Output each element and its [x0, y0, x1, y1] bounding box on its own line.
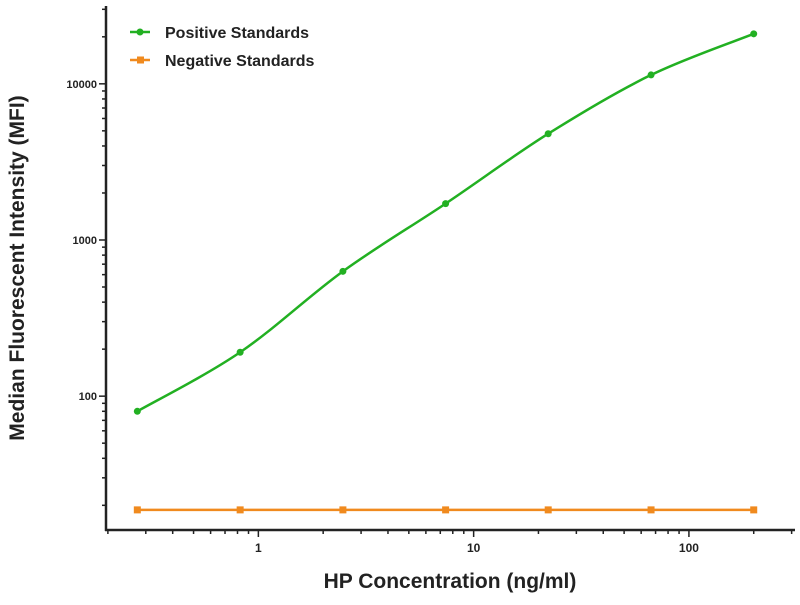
y-tick-label: 1000: [73, 235, 97, 247]
positive-standards-point: [442, 200, 450, 208]
positive-standards-point: [750, 30, 758, 38]
negative-standards-point: [339, 506, 347, 514]
legend-marker: [137, 56, 144, 64]
x-tick-label: 1: [255, 541, 262, 555]
y-axis-label: Median Fluorescent Intensity (MFI): [6, 95, 29, 440]
positive-standards-line: [136, 32, 755, 413]
y-tick-label: 100: [79, 391, 97, 403]
x-tick-label: 10: [467, 541, 481, 555]
x-tick-label: 100: [679, 541, 699, 555]
negative-standards-point: [442, 506, 450, 514]
legend-label: Positive Standards: [165, 25, 309, 42]
positive-standards-point: [236, 348, 244, 356]
positive-standards-point: [133, 407, 141, 415]
axes: 1 10 100 100 1000 10000: [66, 6, 795, 555]
y-tick-label: 10000: [66, 79, 97, 91]
legend-label: Negative Standards: [165, 53, 314, 70]
positive-standards-point: [647, 71, 655, 79]
legend: Positive Standards Negative Standards: [130, 25, 314, 70]
negative-standards-point: [647, 506, 655, 514]
legend-marker: [136, 28, 144, 36]
positive-standards-point: [339, 267, 347, 275]
negative-standards-point: [750, 506, 758, 514]
negative-standards-point: [544, 506, 552, 514]
positive-standards-point: [544, 130, 552, 138]
negative-standards-point: [133, 506, 141, 514]
x-axis-label: HP Concentration (ng/ml): [324, 570, 577, 593]
negative-standards-point: [236, 506, 244, 514]
series-layer: [133, 30, 758, 514]
